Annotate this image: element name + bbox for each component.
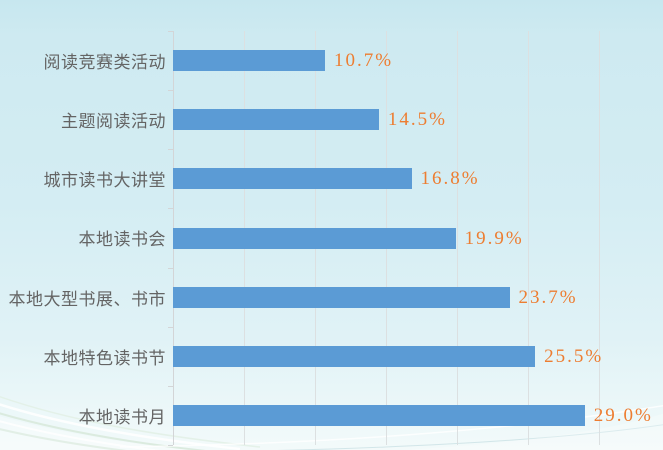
bar <box>173 227 456 249</box>
axis-tick <box>168 267 173 269</box>
axis-tick <box>168 385 173 387</box>
axis-tick <box>168 149 173 151</box>
category-label: 本地读书会 <box>78 230 166 250</box>
bar <box>173 345 536 367</box>
gridline <box>528 31 529 445</box>
plot-area: 10.7% 14.5% 16.8% 19.9% 23.7% 25.5% 29.0% <box>168 31 651 446</box>
value-label: 14.5% <box>387 109 447 131</box>
category-label: 主题阅读活动 <box>61 112 166 132</box>
category-label: 本地读书月 <box>78 407 166 427</box>
category-label: 本地特色读书节 <box>43 348 166 368</box>
value-label: 23.7% <box>518 286 578 308</box>
value-label: 16.8% <box>420 168 480 190</box>
value-label: 25.5% <box>544 345 604 367</box>
value-label: 10.7% <box>333 50 394 72</box>
category-label: 城市读书大讲堂 <box>43 171 166 191</box>
category-label: 本地大型书展、书市 <box>8 289 166 309</box>
axis-tick <box>168 31 173 32</box>
bar <box>173 50 325 72</box>
bar <box>173 404 585 426</box>
category-label: 阅读竞赛类活动 <box>43 53 166 73</box>
value-label: 29.0% <box>593 404 653 426</box>
axis-tick <box>168 326 173 328</box>
bar <box>173 109 379 131</box>
axis-tick <box>168 208 173 210</box>
axis-tick <box>168 445 173 446</box>
value-label: 19.9% <box>464 227 524 249</box>
bar <box>173 286 510 308</box>
gridline <box>457 31 458 445</box>
bar <box>173 168 412 190</box>
axis-tick <box>168 90 173 92</box>
gridline <box>599 31 600 445</box>
